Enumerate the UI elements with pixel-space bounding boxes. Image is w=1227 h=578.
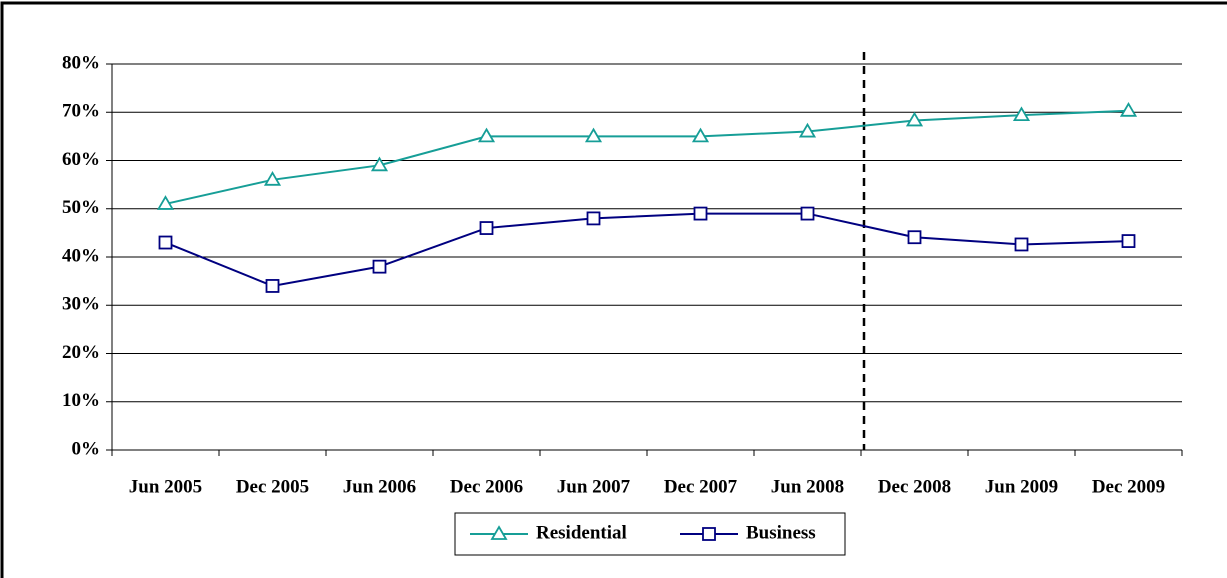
series-line [165, 109, 1129, 205]
y-tick-label: 60% [62, 149, 100, 170]
point [1119, 102, 1138, 117]
legend-label: Residential [536, 522, 627, 543]
y-tick-label: 40% [62, 245, 100, 266]
point [905, 111, 924, 127]
y-tick-label: 80% [62, 52, 100, 73]
point [693, 206, 708, 221]
point [156, 195, 175, 210]
x-tick-label: Jun 2005 [129, 476, 202, 497]
x-tick-label: Jun 2009 [985, 476, 1058, 497]
x-tick-label: Dec 2006 [450, 476, 523, 497]
point [263, 171, 282, 186]
point [479, 221, 494, 235]
point [158, 235, 173, 250]
point [800, 206, 815, 221]
point [265, 279, 280, 293]
x-tick-label: Jun 2007 [557, 476, 631, 497]
y-tick-label: 20% [62, 342, 100, 363]
legend-label: Business [746, 522, 816, 543]
y-tick-label: 0% [72, 438, 101, 459]
y-tick-label: 30% [62, 294, 100, 315]
x-tick-label: Dec 2005 [236, 476, 309, 497]
x-tick-label: Dec 2008 [878, 476, 951, 497]
y-tick-label: 10% [62, 390, 100, 411]
y-tick-label: 50% [62, 197, 100, 218]
y-tick-label: 70% [62, 101, 100, 122]
point [477, 127, 496, 143]
legend-marker [490, 525, 508, 540]
x-tick-label: Dec 2009 [1092, 476, 1165, 497]
point [586, 211, 601, 226]
point [370, 156, 389, 172]
point [907, 230, 922, 245]
x-tick-label: Jun 2006 [343, 476, 416, 497]
point [372, 259, 387, 274]
point [1014, 237, 1029, 252]
x-tick-label: Jun 2008 [771, 476, 844, 497]
point [691, 127, 710, 143]
point [1121, 234, 1136, 248]
point [1012, 106, 1031, 122]
point [584, 127, 603, 143]
series-line [165, 212, 1129, 287]
x-tick-label: Dec 2007 [664, 476, 738, 497]
legend-marker [702, 527, 716, 541]
point [798, 122, 817, 138]
